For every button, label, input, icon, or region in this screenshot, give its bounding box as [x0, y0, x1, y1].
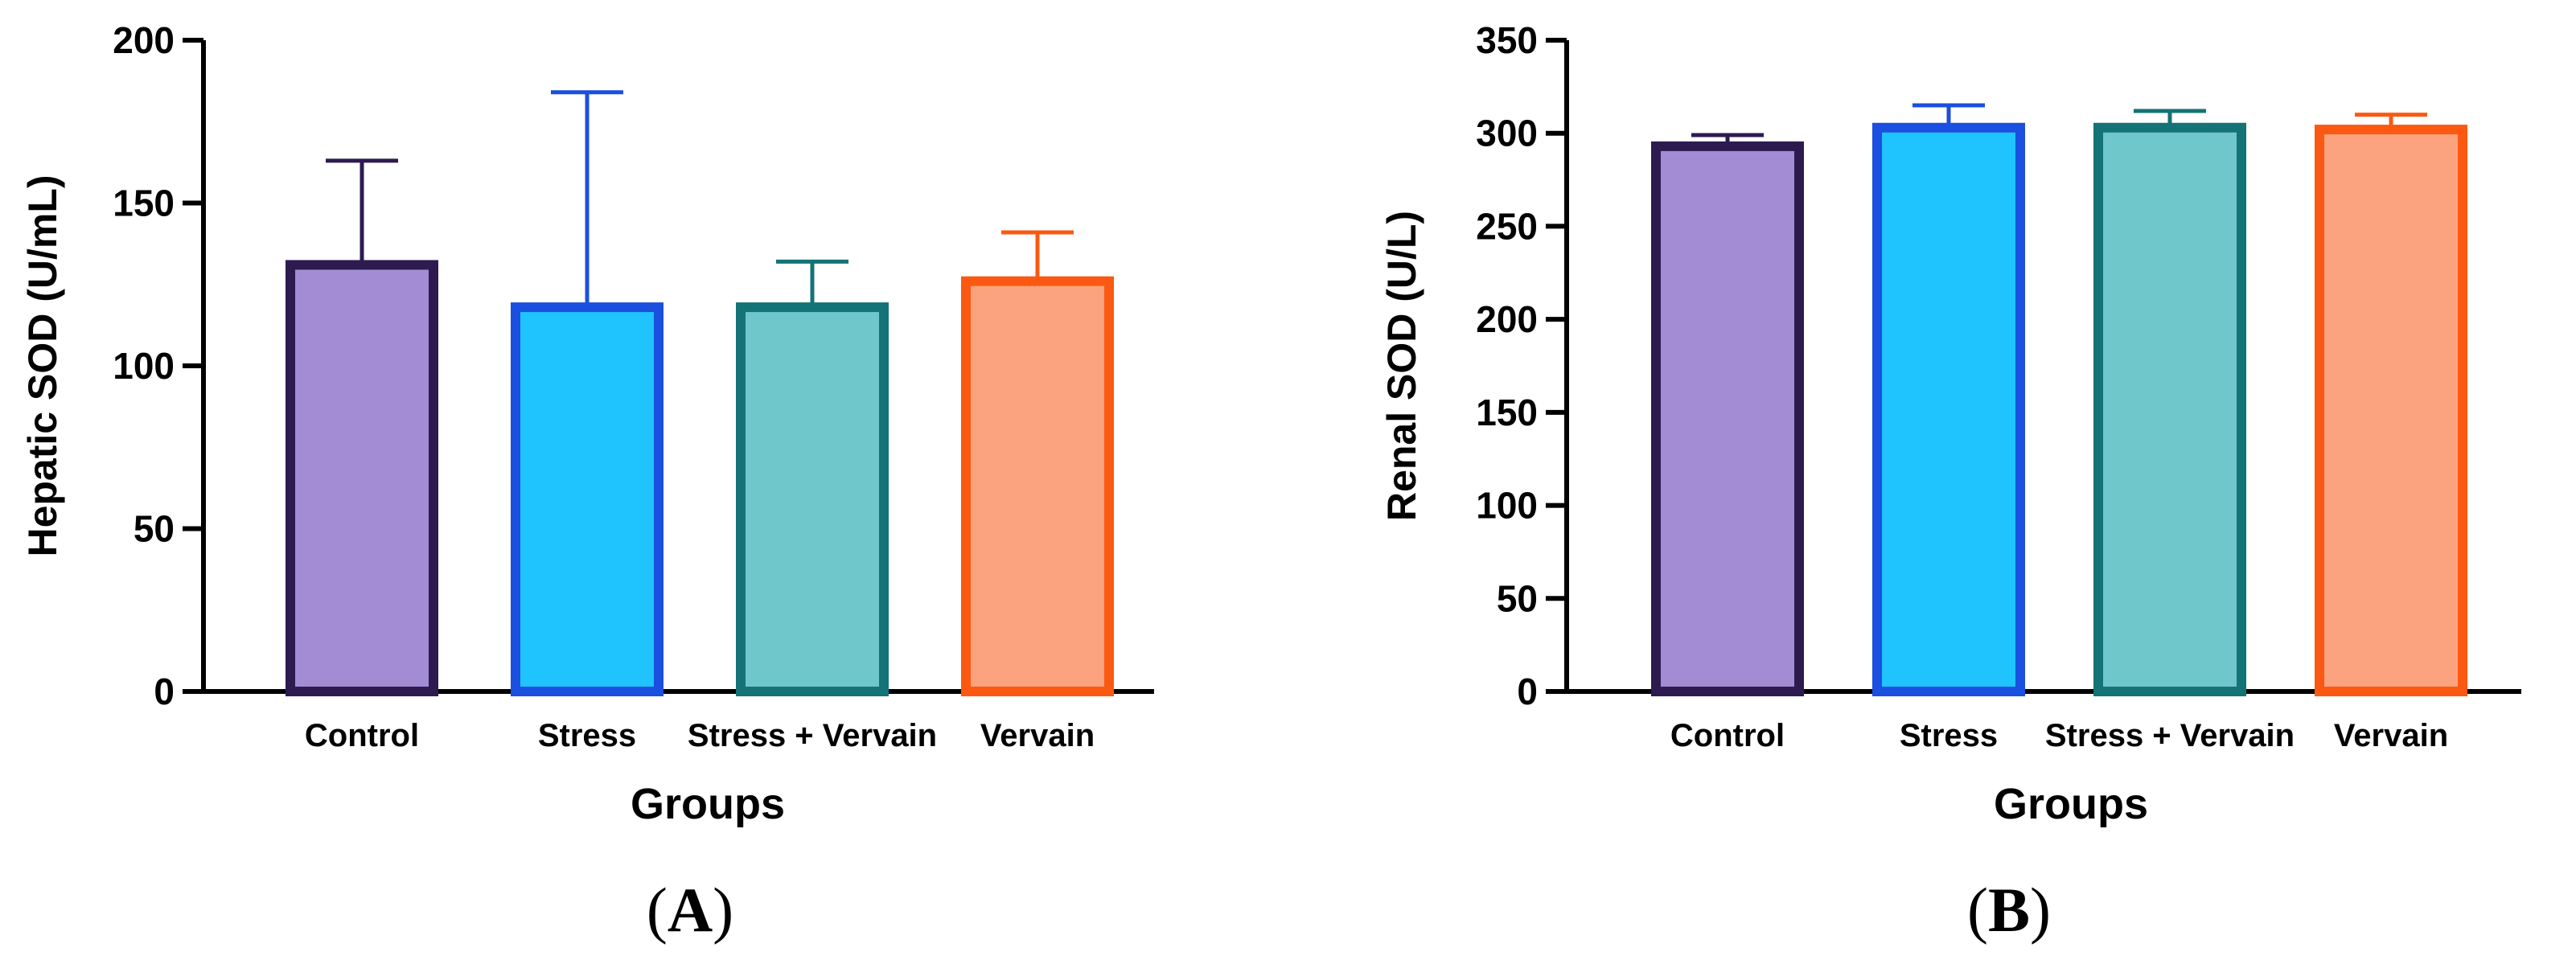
- panel-b-bars: [1651, 122, 2467, 697]
- panel-a-x-axis-label: Groups: [631, 780, 785, 828]
- panel-b-error-bars: [1691, 103, 2427, 146]
- panel-b-y-tick-label-3: 150: [1476, 392, 1538, 433]
- panel-b-y-tick-label-5: 250: [1476, 205, 1538, 247]
- panel-b-y-tick-label-4: 200: [1476, 298, 1538, 340]
- panel-b-chart: 0 50 100 150 200 250 300 350 Control Stress Stres…: [1379, 19, 2521, 945]
- panel-b-bar-1: [1872, 122, 2025, 696]
- panel-b-caption: (B): [1967, 875, 2051, 945]
- panel-b-bar-2: [2093, 122, 2246, 696]
- panel-a-chart: 0 50 100 150 200 Control Stress Stress + Verva…: [20, 19, 1154, 945]
- panel-b-category-label-0: Control: [1670, 718, 1785, 753]
- panel-a-letter: A: [668, 875, 713, 945]
- panel-b-y-tick-label-6: 300: [1476, 113, 1538, 154]
- panel-b-letter: B: [1988, 875, 2030, 945]
- panel-b-y-tick-label-2: 100: [1476, 485, 1538, 527]
- panel-a-caption: (A): [647, 875, 733, 945]
- panel-b-category-labels: Control Stress Stress + Vervain Vervain: [1670, 718, 2448, 753]
- panel-b-x-axis-label: Groups: [1994, 780, 2148, 828]
- panel-a-bars: [286, 260, 1114, 696]
- panel-a-category-label-3: Vervain: [980, 718, 1095, 753]
- panel-b-category-label-3: Vervain: [2334, 718, 2448, 753]
- panel-a-category-label-2: Stress + Vervain: [688, 718, 937, 753]
- panel-b-category-label-1: Stress: [1900, 718, 1998, 753]
- panel-a-bar-0: [286, 260, 438, 696]
- panel-a-y-tick-label-3: 150: [113, 183, 175, 224]
- panel-a-y-tick-label-1: 50: [134, 508, 175, 550]
- panel-b-y-axis-label: Renal SOD (U/L): [1379, 211, 1424, 521]
- panel-b-y-tick-label-1: 50: [1497, 577, 1538, 619]
- panel-b-y-ticks: 0 50 100 150 200 250 300 350: [1476, 19, 1567, 712]
- panel-a-y-ticks: 0 50 100 150 200: [113, 19, 203, 712]
- panel-a-y-axis-label: Hepatic SOD (U/mL): [20, 174, 65, 556]
- panel-a-y-tick-label-2: 100: [113, 345, 175, 387]
- panel-a-category-label-1: Stress: [538, 718, 636, 753]
- panel-a-y-tick-label-4: 200: [113, 19, 175, 61]
- panel-b-y-tick-label-0: 0: [1517, 671, 1538, 712]
- panel-a-bar-2: [736, 302, 889, 696]
- panel-a-error-bars: [326, 90, 1074, 308]
- panel-b-bar-0: [1651, 141, 1804, 696]
- panel-b-bar-3: [2315, 125, 2467, 697]
- panel-a-category-labels: Control Stress Stress + Vervain Vervain: [305, 718, 1095, 753]
- panel-a-bar-3: [961, 276, 1114, 696]
- panel-a-category-label-0: Control: [305, 718, 419, 753]
- panel-b-category-label-2: Stress + Vervain: [2045, 718, 2295, 753]
- panel-a-y-tick-label-0: 0: [154, 671, 175, 712]
- panel-a-bar-1: [511, 302, 664, 696]
- panel-b-y-tick-label-7: 350: [1476, 19, 1538, 61]
